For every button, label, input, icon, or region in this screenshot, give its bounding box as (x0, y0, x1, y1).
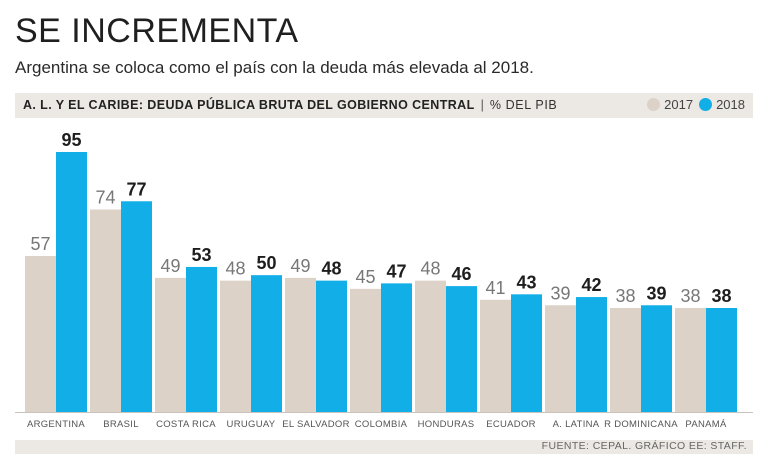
bar-2018-ecuador (511, 294, 542, 412)
data-label-2018: 42 (581, 275, 601, 295)
bar-2018-brasil (121, 201, 152, 412)
data-label-2017: 57 (30, 234, 50, 254)
bar-2018-r-dominicana (641, 305, 672, 412)
bar-2017-honduras (415, 280, 446, 412)
bar-2018-honduras (446, 286, 477, 412)
data-label-2018: 46 (451, 264, 471, 284)
legend-item-2018: 2018 (699, 97, 745, 112)
bar-2018-el-salvador (316, 280, 347, 412)
bar-2018-uruguay (251, 275, 282, 412)
chart-title: SE INCREMENTA (15, 12, 299, 50)
data-label-2017: 49 (290, 256, 310, 276)
data-label-2017: 48 (225, 259, 245, 279)
legend-item-2017: 2017 (647, 97, 693, 112)
category-label: BRASIL (103, 419, 139, 430)
legend-label-2017: 2017 (664, 97, 694, 112)
bar-2017-ecuador (480, 299, 511, 412)
data-label-2018: 39 (646, 283, 666, 303)
category-label: A. LATINA (553, 419, 600, 430)
bar-2017-colombia (350, 288, 381, 412)
legend-label-2018: 2018 (716, 97, 745, 112)
bar-2018-colombia (381, 283, 412, 412)
bar-2017-costa-rica (155, 277, 186, 412)
category-label: EL SALVADOR (282, 419, 350, 430)
data-label-2017: 41 (485, 278, 505, 298)
data-label-2018: 50 (256, 253, 276, 273)
header-separator: | (480, 98, 484, 112)
data-label-2018: 48 (321, 259, 341, 279)
chart-subtitle: Argentina se coloca como el país con la … (15, 58, 534, 77)
legend: 2017 2018 (647, 97, 745, 112)
legend-swatch-2018 (699, 98, 713, 111)
category-label: COSTA RICA (156, 419, 216, 430)
category-label: R DOMINICANA (604, 419, 678, 430)
data-label-2018: 47 (386, 261, 406, 281)
data-label-2018: 38 (711, 286, 731, 306)
data-label-2018: 53 (191, 245, 211, 265)
chart-header-bar: A. L. Y EL CARIBE: DEUDA PÚBLICA BRUTA D… (15, 93, 753, 118)
data-label-2017: 74 (95, 187, 115, 207)
header-main-label: A. L. Y EL CARIBE: DEUDA PÚBLICA BRUTA D… (23, 98, 475, 112)
bar-2017-panam- (675, 308, 706, 412)
chart-header: A. L. Y EL CARIBE: DEUDA PÚBLICA BRUTA D… (23, 98, 557, 112)
data-label-2018: 95 (61, 130, 81, 150)
data-label-2018: 77 (126, 179, 146, 199)
bar-2017-r-dominicana (610, 308, 641, 412)
bar-2017-brasil (90, 209, 121, 412)
legend-swatch-2017 (647, 98, 661, 111)
category-label: ARGENTINA (27, 419, 85, 430)
data-label-2017: 38 (680, 286, 700, 306)
bar-2018-costa-rica (186, 266, 217, 412)
bar-2017-a-latina (545, 305, 576, 412)
header-unit-label: % DEL PIB (489, 98, 558, 112)
bar-2017-uruguay (220, 280, 251, 412)
category-label: PANAMÁ (685, 419, 727, 430)
data-label-2017: 48 (420, 259, 440, 279)
data-label-2017: 38 (615, 286, 635, 306)
category-label: COLOMBIA (355, 419, 408, 430)
category-label: URUGUAY (227, 419, 276, 430)
data-label-2018: 43 (516, 272, 536, 292)
bar-2018-argentina (56, 152, 87, 412)
category-label: ECUADOR (486, 419, 536, 430)
data-label-2017: 45 (355, 267, 375, 287)
bar-2018-panam- (706, 308, 737, 412)
footer-bar: FUENTE: CEPAL. GRÁFICO EE: STAFF. (15, 440, 753, 454)
bar-2018-a-latina (576, 297, 607, 412)
source-credit: FUENTE: CEPAL. GRÁFICO EE: STAFF. (541, 440, 747, 452)
data-label-2017: 49 (160, 256, 180, 276)
category-label: HONDURAS (418, 419, 475, 430)
data-label-2017: 39 (550, 283, 570, 303)
bar-2017-argentina (25, 256, 56, 412)
bar-2017-el-salvador (285, 277, 316, 412)
